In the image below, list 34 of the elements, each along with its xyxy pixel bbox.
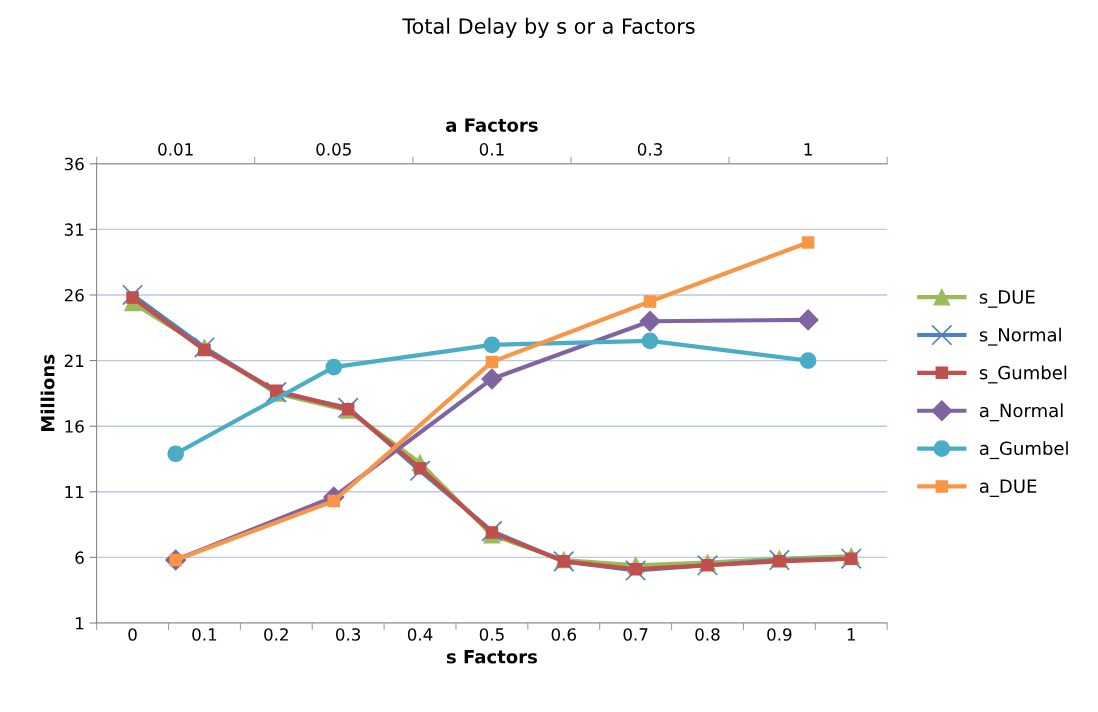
legend-label: s_Normal xyxy=(979,327,1061,346)
y-tick-label: 1 xyxy=(76,617,84,630)
x-tick-label: 0.8 xyxy=(695,628,720,641)
y-tick-label: 26 xyxy=(64,288,84,302)
y-tick-label: 6 xyxy=(75,551,84,564)
y-tick-label: 11 xyxy=(65,485,84,499)
y-tick-label: 31 xyxy=(64,223,84,236)
chart-title: Total Delay by s or a Factors xyxy=(402,17,695,38)
y-tick-label: 36 xyxy=(64,157,84,171)
y-axis-title: Millions xyxy=(40,354,55,432)
x-tick-label: 0.01 xyxy=(158,143,193,156)
legend-label: a_DUE xyxy=(979,479,1037,497)
x-tick-label: 0.6 xyxy=(551,628,576,641)
legend-label: s_DUE xyxy=(979,290,1035,308)
legend-label: a_Gumbel xyxy=(979,441,1068,460)
x-tick-label: 0.05 xyxy=(316,143,351,156)
x-tick-label: 0.1 xyxy=(479,143,504,156)
y-tick-label: 21 xyxy=(64,354,84,367)
x-tick-label: 0.2 xyxy=(264,628,288,641)
x-tick-label: 0.3 xyxy=(336,628,361,641)
y-tick-label: 16 xyxy=(65,420,84,433)
x-tick-label: 0.4 xyxy=(407,628,433,641)
x-axis-title: a Factors xyxy=(446,118,538,132)
x-tick-label: 1 xyxy=(804,143,812,156)
x-tick-label: 0 xyxy=(128,628,137,641)
x-tick-label: 1 xyxy=(847,628,856,641)
legend-label: a_Normal xyxy=(979,403,1063,422)
x-tick-label: 0.1 xyxy=(192,628,217,641)
x-tick-label: 0.5 xyxy=(479,628,504,641)
x-axis-title: s Factors xyxy=(446,650,537,664)
x-tick-label: 0.3 xyxy=(637,143,662,156)
x-tick-label: 0.7 xyxy=(623,628,648,641)
legend-label: s_Gumbel xyxy=(979,365,1067,384)
x-tick-label: 0.9 xyxy=(767,628,792,641)
